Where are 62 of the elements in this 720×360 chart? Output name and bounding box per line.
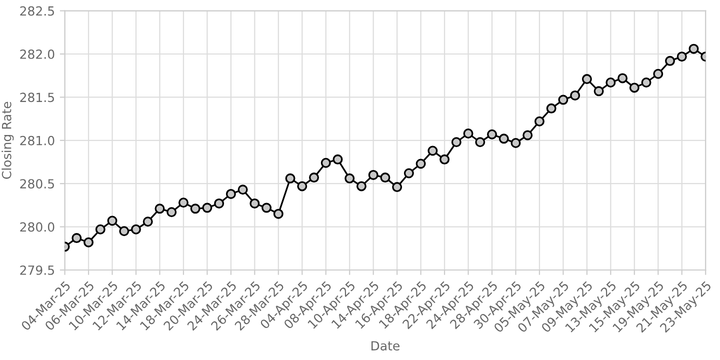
point (250, 198, 260, 208)
point (487, 129, 497, 140)
point (344, 173, 355, 184)
point (534, 116, 544, 126)
point (498, 134, 509, 144)
point (428, 146, 438, 156)
point (582, 74, 592, 84)
y-tick-label: 280.5 (20, 179, 54, 189)
point (676, 52, 687, 62)
point (558, 94, 568, 105)
point (202, 202, 212, 213)
point (368, 170, 378, 180)
y-tick-label: 282.5 (20, 6, 54, 16)
point (107, 216, 118, 226)
point (440, 154, 450, 164)
point (154, 204, 165, 214)
y-tick-label: 281.0 (20, 136, 54, 146)
point (416, 158, 426, 169)
point (665, 56, 675, 66)
point (226, 188, 236, 199)
point (119, 226, 130, 236)
point (297, 181, 308, 192)
point (463, 128, 474, 138)
point (404, 168, 414, 178)
point (214, 198, 224, 208)
point (522, 130, 533, 140)
point (142, 216, 153, 227)
point (688, 44, 699, 54)
point (72, 233, 82, 244)
point (190, 204, 200, 214)
point (332, 154, 343, 164)
point (606, 78, 616, 88)
y-tick-label: 282.0 (20, 49, 54, 59)
point (273, 208, 284, 219)
point (451, 137, 462, 148)
y-tick-label: 280.0 (20, 222, 54, 232)
point (178, 198, 188, 208)
point (546, 103, 556, 114)
point (629, 82, 640, 93)
point (618, 73, 628, 84)
y-tick-label: 281.5 (20, 92, 54, 102)
point (285, 173, 296, 184)
point (570, 90, 580, 100)
x-axis-title: Date (371, 341, 400, 350)
point (95, 224, 106, 234)
y-tick-label: 279.5 (20, 265, 54, 275)
point (380, 172, 390, 183)
point (392, 182, 402, 192)
point (84, 237, 94, 248)
point (238, 184, 248, 195)
point (166, 207, 177, 218)
point (510, 138, 521, 148)
point (641, 78, 652, 88)
point (475, 137, 486, 148)
point (653, 68, 664, 79)
point (131, 224, 141, 234)
y-axis-title: Closing Rate (2, 102, 14, 179)
point (262, 202, 272, 213)
point (320, 158, 331, 168)
point (356, 181, 366, 192)
point (594, 86, 604, 96)
point (309, 172, 319, 183)
